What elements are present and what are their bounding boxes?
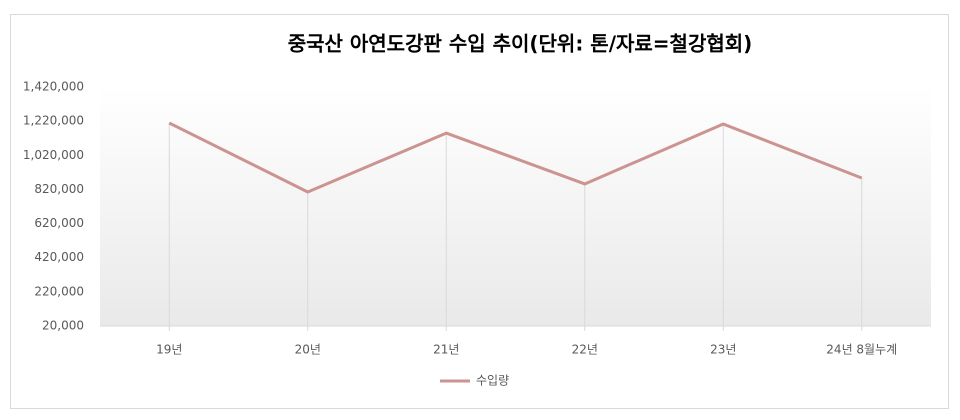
- y-tick-label: 1,020,000: [23, 148, 84, 162]
- y-tick-label: 620,000: [34, 216, 84, 230]
- y-tick-label: 1,220,000: [23, 114, 84, 128]
- x-tick-label: 21년: [433, 343, 459, 357]
- y-tick-label: 20,000: [42, 319, 84, 333]
- x-tick-label: 20년: [295, 343, 321, 357]
- y-tick-label: 1,420,000: [23, 80, 84, 94]
- chart-title: 중국산 아연도강판 수입 추이(단위: 톤/자료=철강협회): [288, 32, 753, 56]
- y-tick-label: 420,000: [34, 250, 84, 264]
- plot-area: [100, 87, 931, 326]
- y-tick-label: 220,000: [34, 284, 84, 298]
- x-tick-label: 23년: [710, 343, 736, 357]
- y-tick-label: 820,000: [34, 182, 84, 196]
- x-tick-label: 22년: [572, 343, 598, 357]
- data-line: [168, 121, 863, 194]
- legend-label: 수입량: [476, 374, 509, 388]
- x-tick-label: 24년 8월누계: [826, 343, 897, 357]
- x-tick-label: 19년: [156, 343, 182, 357]
